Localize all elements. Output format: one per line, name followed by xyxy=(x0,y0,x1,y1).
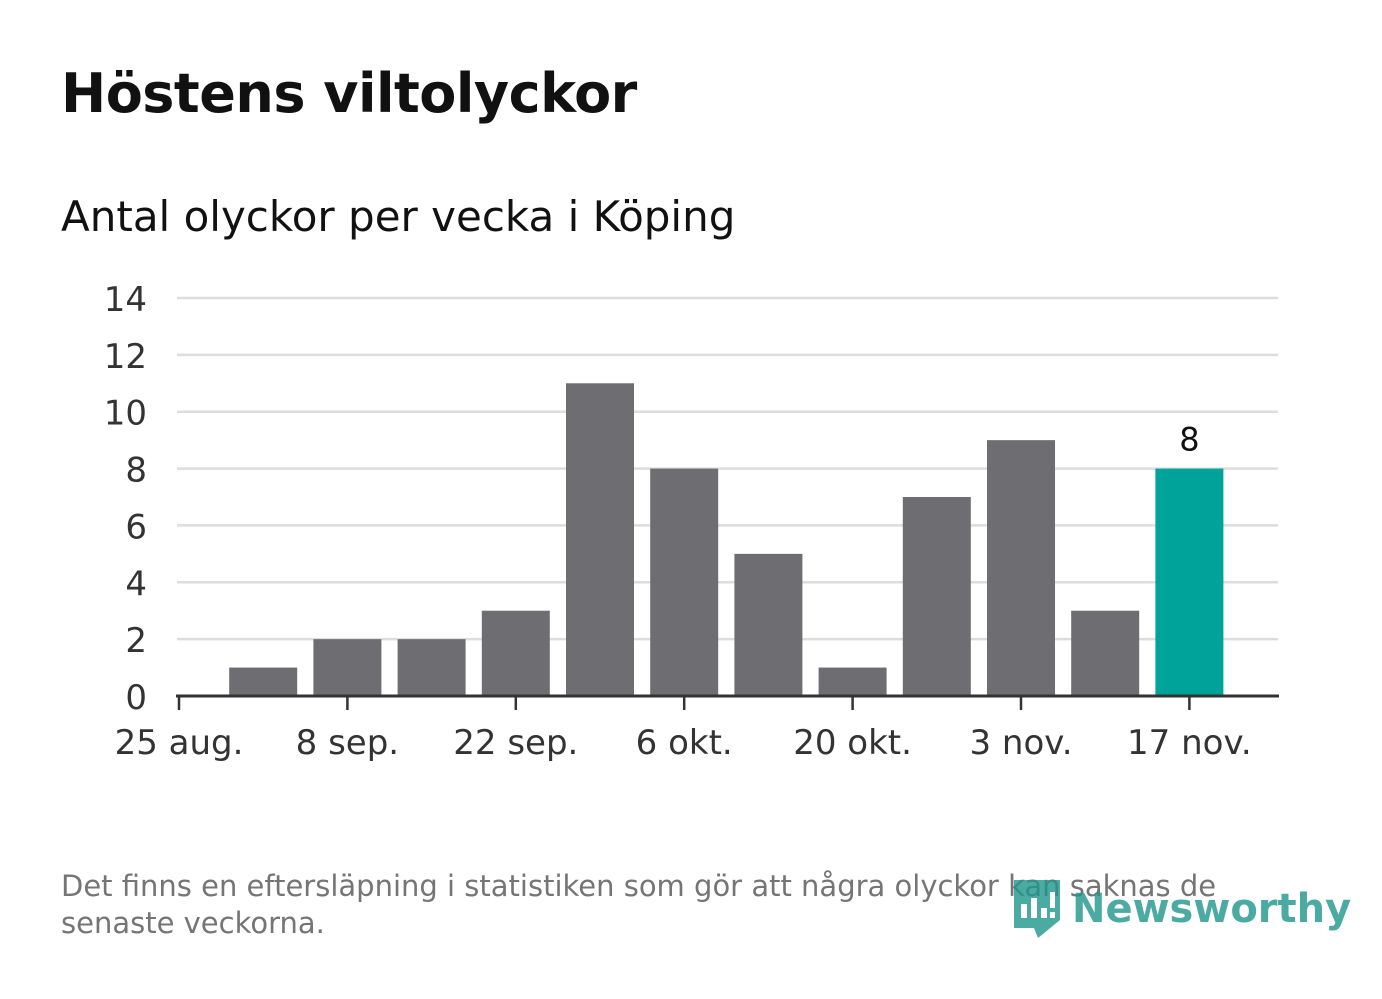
y-tick-label: 4 xyxy=(125,564,147,604)
y-tick-label: 6 xyxy=(125,507,147,547)
bar-10nov xyxy=(1071,610,1140,696)
x-tick-label: 8 sep. xyxy=(296,723,399,763)
x-tick-label: 3 nov. xyxy=(969,723,1072,763)
newsworthy-logo: Newsworthy xyxy=(1012,878,1351,940)
chart-title: Höstens viltolyckor xyxy=(61,62,637,125)
bar-22sep xyxy=(481,610,550,696)
bar-15sep xyxy=(397,639,466,696)
bar-8sep xyxy=(313,639,382,696)
x-tick-label: 20 okt. xyxy=(793,723,912,763)
bar-3nov xyxy=(987,440,1055,696)
x-tick-label: 6 okt. xyxy=(636,723,733,763)
bar-20okt xyxy=(818,667,887,696)
y-tick-label: 10 xyxy=(104,394,147,434)
x-tick-label: 25 aug. xyxy=(115,723,244,763)
bar-chart: 0 2 4 6 8 10 12 14 8 25 aug. 8 sep. 22 sep. 6 okt. 20… xyxy=(104,280,1279,763)
bar-1sep xyxy=(229,667,298,696)
bar-27okt xyxy=(902,497,971,696)
bar-17nov xyxy=(1155,468,1224,696)
newsworthy-logo-text: Newsworthy xyxy=(1072,886,1352,932)
y-tick-label: 2 xyxy=(125,621,147,661)
data-label: 8 xyxy=(1179,421,1199,459)
y-tick-label: 8 xyxy=(125,451,147,491)
chart-subtitle: Antal olyckor per vecka i Köping xyxy=(61,192,736,241)
y-tick-label: 12 xyxy=(104,337,147,377)
bar-29sep xyxy=(566,383,634,696)
newsworthy-logo-icon xyxy=(1014,880,1060,938)
y-tick-label: 0 xyxy=(125,678,147,718)
bar-6okt xyxy=(650,468,719,696)
x-tick-label: 17 nov. xyxy=(1127,723,1252,763)
x-tick-label: 22 sep. xyxy=(453,723,578,763)
bar-13okt xyxy=(734,553,803,696)
y-tick-label: 14 xyxy=(104,280,147,320)
